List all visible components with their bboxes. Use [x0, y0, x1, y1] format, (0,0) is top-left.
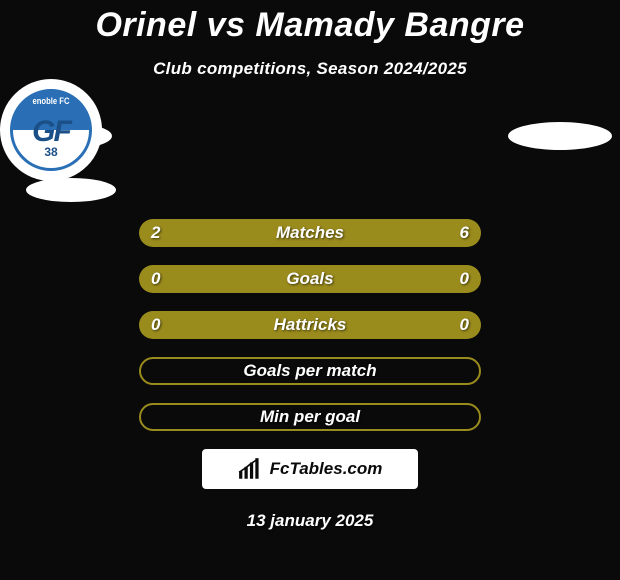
watermark-text: FcTables.com — [270, 459, 383, 479]
club-logo: enoble FC GF 38 — [10, 89, 92, 171]
subtitle: Club competitions, Season 2024/2025 — [0, 59, 620, 79]
stat-label: Hattricks — [274, 315, 347, 335]
stat-label: Min per goal — [260, 407, 360, 427]
stat-row: 0 Hattricks 0 — [139, 311, 481, 339]
bar-right — [310, 265, 481, 293]
chart-icon — [238, 458, 264, 480]
bar-right — [225, 219, 482, 247]
stat-value-right: 6 — [460, 223, 469, 243]
stat-row: Min per goal — [139, 403, 481, 431]
watermark: FcTables.com — [202, 449, 418, 489]
stat-value-left: 0 — [151, 315, 160, 335]
stat-label: Goals — [286, 269, 333, 289]
stat-row: Goals per match — [139, 357, 481, 385]
stat-row: 2 Matches 6 — [139, 219, 481, 247]
stat-label: Goals per match — [243, 361, 376, 381]
player1-shadow — [26, 178, 116, 202]
stats-rows: 2 Matches 6 0 Goals 0 0 Hattricks 0 Goals per mat… — [0, 219, 620, 431]
club-logo-arc-text: enoble FC — [19, 96, 84, 106]
player2-club-badge: enoble FC GF 38 — [0, 79, 102, 181]
stat-value-left: 2 — [151, 223, 160, 243]
date-text: 13 january 2025 — [0, 511, 620, 531]
stat-value-left: 0 — [151, 269, 160, 289]
stat-row: 0 Goals 0 — [139, 265, 481, 293]
stat-value-right: 0 — [460, 315, 469, 335]
stat-label: Matches — [276, 223, 344, 243]
player2-silhouette — [508, 122, 612, 150]
page-title: Orinel vs Mamady Bangre — [0, 6, 620, 45]
bar-left — [139, 265, 310, 293]
stat-value-right: 0 — [460, 269, 469, 289]
club-logo-number: 38 — [44, 145, 57, 159]
club-logo-main: GF — [32, 115, 70, 149]
